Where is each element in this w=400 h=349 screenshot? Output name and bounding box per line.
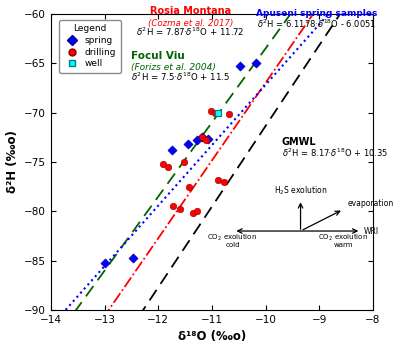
Point — [181, 159, 187, 165]
Point — [199, 134, 206, 140]
Point — [237, 63, 243, 69]
Text: $\delta^2$H = 6.1178·$\delta^{18}$O - 6.0051: $\delta^2$H = 6.1178·$\delta^{18}$O - 6.… — [257, 17, 376, 30]
Legend: spring, drilling, well: spring, drilling, well — [59, 20, 121, 73]
Point — [129, 255, 136, 260]
Text: Focul Viu: Focul Viu — [132, 51, 185, 61]
Point — [170, 203, 176, 209]
Point — [160, 161, 166, 167]
Point — [204, 136, 211, 142]
Point — [199, 134, 206, 140]
Point — [185, 141, 191, 147]
Text: $\delta^2$H = 7.87·$\delta^{18}$O + 11.72: $\delta^2$H = 7.87·$\delta^{18}$O + 11.7… — [136, 26, 245, 38]
Point — [186, 184, 193, 190]
Point — [226, 112, 232, 117]
Text: CO$_2$ exolution: CO$_2$ exolution — [318, 233, 368, 243]
Text: Rosia Montana: Rosia Montana — [150, 6, 231, 16]
Point — [165, 164, 171, 170]
Y-axis label: δ²H (‰o): δ²H (‰o) — [6, 131, 18, 193]
Text: Apuseni spring samples: Apuseni spring samples — [256, 9, 377, 18]
Text: CO$_2$ exolution: CO$_2$ exolution — [207, 233, 257, 243]
Point — [176, 207, 183, 212]
Text: $\delta^2$H = 8.17·$\delta^{18}$O + 10.35: $\delta^2$H = 8.17·$\delta^{18}$O + 10.3… — [282, 147, 388, 159]
Point — [194, 208, 200, 214]
X-axis label: δ¹⁸O (‰o): δ¹⁸O (‰o) — [178, 331, 246, 343]
Point — [215, 177, 222, 183]
Text: cold: cold — [225, 242, 240, 248]
Point — [194, 138, 200, 143]
Point — [102, 260, 108, 266]
Text: WRI: WRI — [363, 227, 378, 236]
Point — [215, 110, 222, 115]
Text: (Forizs et al. 2004): (Forizs et al. 2004) — [132, 63, 216, 72]
Text: GMWL: GMWL — [282, 137, 316, 147]
Point — [253, 60, 259, 66]
Text: evaporation: evaporation — [347, 199, 394, 208]
Point — [212, 110, 218, 115]
Text: H$_2$S exolution: H$_2$S exolution — [274, 185, 327, 198]
Point — [202, 138, 209, 143]
Point — [168, 147, 175, 153]
Point — [220, 179, 227, 184]
Text: warm: warm — [334, 242, 353, 248]
Point — [208, 108, 214, 113]
Text: (Cozma et al. 2017): (Cozma et al. 2017) — [148, 18, 233, 28]
Point — [190, 210, 196, 216]
Text: $\delta^2$H = 7.5·$\delta^{18}$O + 11.5: $\delta^2$H = 7.5·$\delta^{18}$O + 11.5 — [132, 70, 231, 83]
